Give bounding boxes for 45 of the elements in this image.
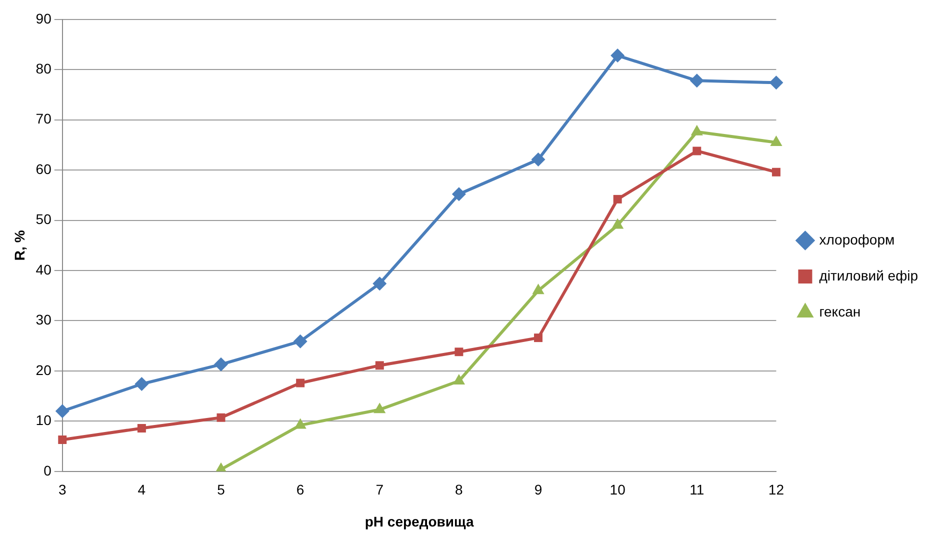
- point: [692, 146, 702, 156]
- point: [690, 74, 704, 88]
- y-tick-label: 40: [36, 261, 52, 278]
- x-axis-title: pH середовища: [364, 513, 474, 530]
- point: [296, 378, 305, 388]
- x-tick-label: 8: [455, 482, 464, 498]
- legend-label: хлороформ: [819, 231, 895, 248]
- y-tick-label: 80: [36, 60, 52, 76]
- x-tick-label: 9: [534, 482, 542, 498]
- y-tick-label: 10: [36, 412, 52, 428]
- y-tick-label: 60: [36, 160, 52, 177]
- legend-label: дітиловий ефір: [819, 267, 918, 284]
- point: [372, 276, 387, 291]
- point: [375, 361, 384, 370]
- x-tick-label: 11: [690, 482, 704, 498]
- point: [769, 76, 784, 90]
- point: [216, 413, 226, 422]
- point: [610, 48, 625, 63]
- point: [772, 168, 780, 176]
- point: [452, 187, 466, 202]
- y-tick-label: 70: [36, 110, 52, 127]
- point: [137, 424, 146, 432]
- y-tick-label: 50: [36, 211, 52, 228]
- legend-label: гексан: [819, 303, 861, 320]
- point: [534, 334, 543, 342]
- x-tick-label: 3: [58, 482, 66, 498]
- point: [55, 404, 70, 418]
- point: [293, 334, 308, 348]
- y-tick-label: 0: [44, 462, 52, 478]
- point: [134, 377, 149, 392]
- point: [531, 152, 546, 167]
- y-tick-label: 30: [36, 312, 52, 328]
- x-tick-label: 6: [296, 482, 304, 498]
- x-tick-label: 10: [610, 482, 626, 498]
- x-tick-label: 12: [768, 482, 784, 498]
- point: [214, 357, 228, 372]
- x-tick-label: 4: [138, 482, 146, 498]
- y-tick-label: 20: [36, 362, 52, 378]
- x-tick-label: 5: [217, 482, 226, 498]
- y-axis-title: R, %: [11, 230, 28, 261]
- point: [613, 194, 622, 204]
- point: [454, 348, 464, 356]
- x-tick-label: 7: [376, 482, 384, 498]
- point: [58, 436, 67, 444]
- y-tick-label: 90: [36, 10, 52, 26]
